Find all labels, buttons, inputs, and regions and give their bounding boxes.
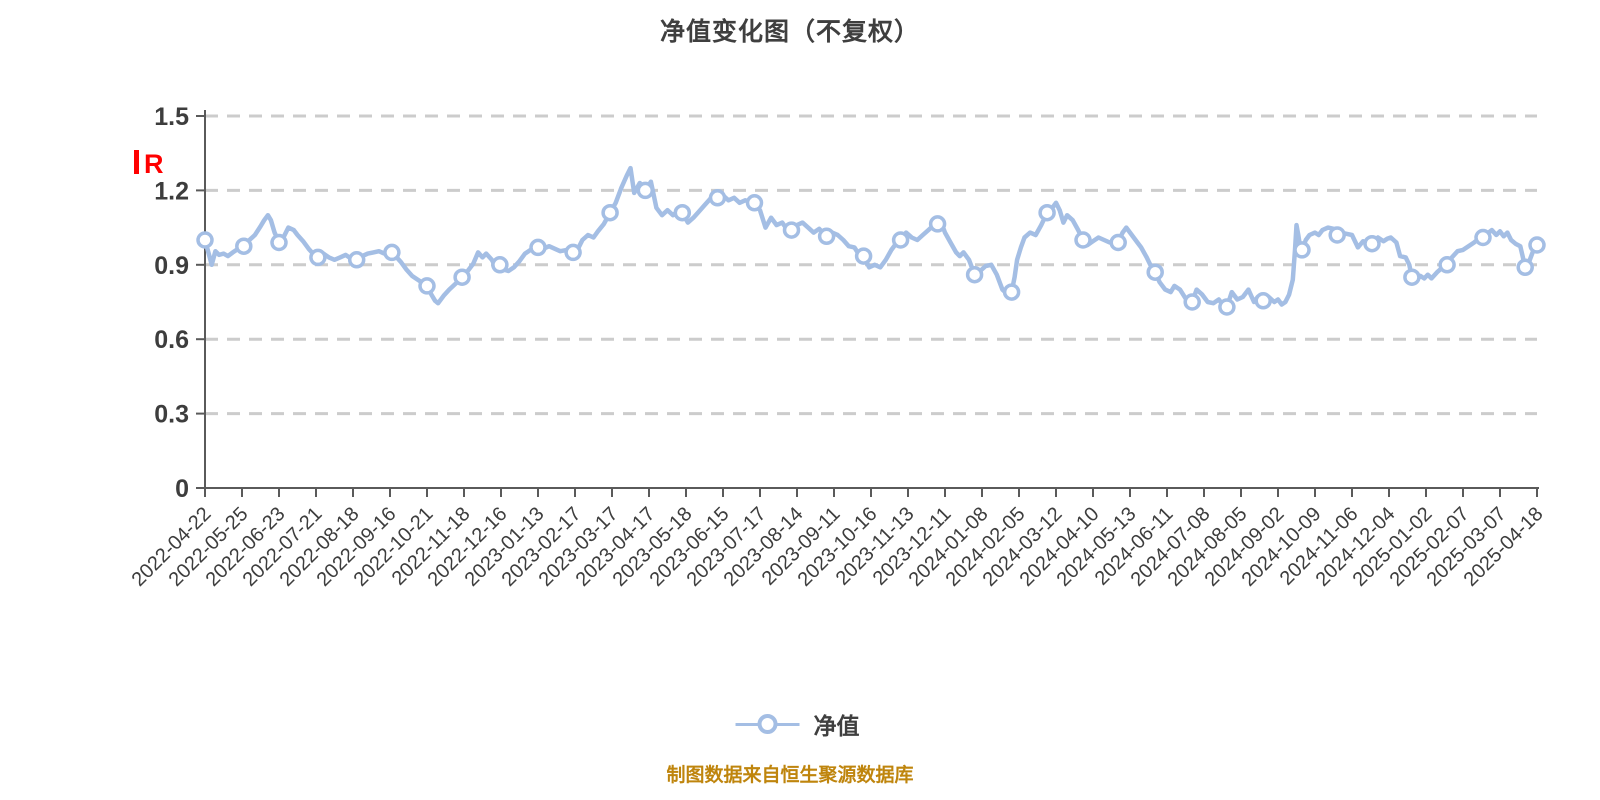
- data-point-marker: [965, 265, 984, 284]
- data-point-marker: [782, 221, 801, 239]
- data-point-marker: [601, 203, 619, 222]
- data-point-marker: [745, 194, 764, 212]
- data-point-marker: [1109, 233, 1127, 252]
- data-point-marker: [928, 215, 947, 233]
- data-point-marker: [891, 231, 910, 249]
- data-point-marker: [1293, 241, 1311, 259]
- data-point-marker: [1438, 256, 1456, 274]
- data-point-marker: [1183, 293, 1201, 311]
- legend-line-swatch: [735, 714, 800, 734]
- data-point-marker: [491, 256, 509, 274]
- data-point-marker: [418, 277, 436, 295]
- data-point-marker: [564, 243, 582, 262]
- data-point-marker: [708, 189, 727, 207]
- data-point-marker: [1146, 263, 1164, 281]
- red-unit-mark-bar: [134, 150, 139, 174]
- data-point-marker: [270, 233, 288, 252]
- data-point-marker: [1038, 203, 1056, 222]
- data-point-marker: [453, 268, 471, 286]
- data-point-marker: [673, 203, 692, 222]
- y-tick-label: 1.2: [154, 177, 189, 205]
- data-point-marker: [1363, 234, 1381, 253]
- data-point-marker: [1254, 292, 1272, 310]
- data-point-marker: [383, 243, 401, 262]
- data-point-marker: [854, 247, 873, 265]
- data-point-marker: [1474, 228, 1492, 247]
- y-tick-label: 0: [175, 475, 189, 503]
- chart-title: 净值变化图（不复权）: [659, 18, 920, 46]
- data-point-marker: [636, 181, 655, 200]
- data-point-marker: [1516, 258, 1534, 277]
- data-point-marker: [817, 227, 836, 246]
- legend-label: 净值: [813, 713, 860, 739]
- y-tick-label: 0.9: [154, 252, 189, 280]
- y-tick-label: 0.6: [154, 326, 189, 354]
- data-point-marker: [1218, 298, 1236, 316]
- data-point-marker: [1403, 268, 1421, 286]
- y-tick-label: 0.3: [154, 401, 189, 429]
- data-point-marker: [309, 248, 327, 267]
- data-point-marker: [1002, 283, 1021, 301]
- data-point-marker: [235, 237, 253, 255]
- data-point-marker: [1074, 231, 1092, 249]
- y-tick-label: 1.5: [154, 103, 189, 131]
- data-point-marker: [1528, 236, 1546, 254]
- legend: 净值: [735, 704, 860, 744]
- data-point-marker: [347, 251, 366, 269]
- data-source-caption: 制图数据来自恒生聚源数据库: [666, 765, 914, 786]
- data-point-marker: [196, 231, 214, 249]
- data-point-marker: [529, 238, 547, 257]
- legend-marker-icon: [757, 714, 778, 734]
- red-unit-mark: R: [144, 149, 164, 179]
- data-point-marker: [1328, 226, 1346, 244]
